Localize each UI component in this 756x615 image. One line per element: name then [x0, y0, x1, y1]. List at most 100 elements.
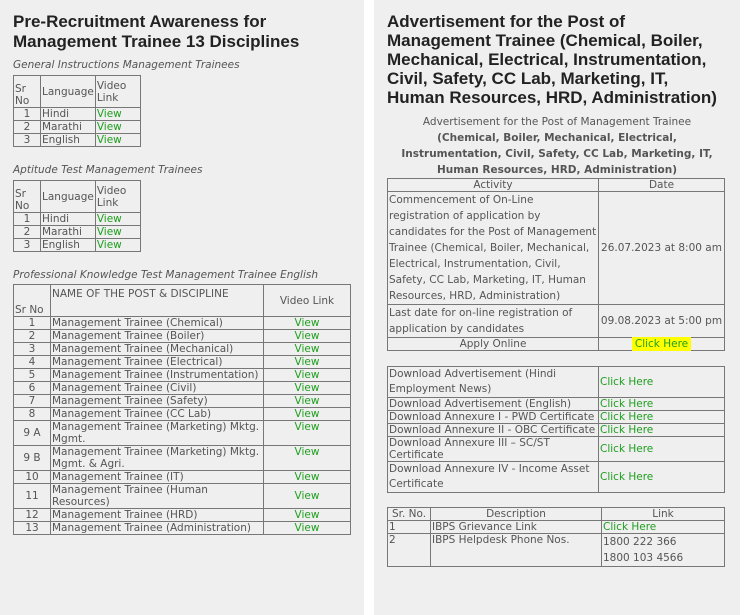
download-label: Download Advertisement (English)	[387, 397, 599, 411]
language-cell: Hindi	[40, 107, 96, 121]
download-label: Download Annexure I - PWD Certificate	[387, 410, 599, 424]
download-label: Download Advertisement (Hindi Employment…	[387, 366, 599, 398]
sr-cell: 3	[13, 133, 41, 147]
download-label: Download Annexure II - OBC Certificate	[387, 423, 599, 437]
view-link[interactable]: View	[263, 329, 351, 343]
table-row: 2 Marathi View	[13, 225, 142, 239]
download-link[interactable]: Click Here	[598, 461, 725, 493]
view-link[interactable]: View	[263, 342, 351, 356]
view-link[interactable]: View	[94, 238, 142, 252]
download-link[interactable]: Click Here	[598, 436, 725, 462]
description-cell: IBPS Helpdesk Phone Nos.	[430, 533, 602, 567]
view-link[interactable]: View	[263, 420, 351, 446]
grievance-table: Sr. No. Description Link 1 IBPS Grievanc…	[387, 507, 725, 567]
sr-cell: 7	[13, 394, 51, 408]
view-link[interactable]: View	[263, 508, 351, 522]
table-row: 7 Management Trainee (Safety) View	[13, 394, 351, 408]
downloads-table: Download Advertisement (Hindi Employment…	[387, 366, 725, 493]
sr-cell: 4	[13, 355, 51, 369]
view-link[interactable]: View	[94, 225, 142, 239]
left-page-title: Pre-Recruitment Awareness for Management…	[13, 12, 300, 51]
apply-online-link[interactable]: Click Here	[631, 337, 692, 351]
table-row: 1 Management Trainee (Chemical) View	[13, 316, 351, 330]
table-row: 3 English View	[13, 238, 142, 252]
view-link[interactable]: View	[263, 470, 351, 484]
header-language: Language	[40, 75, 96, 108]
phone-cell: 1800 222 366 1800 103 4566	[601, 533, 725, 567]
language-cell: English	[40, 238, 96, 252]
sr-cell: 2	[13, 120, 41, 134]
sr-cell: 1	[13, 212, 41, 226]
download-label: Download Annexure III – SC/ST Certificat…	[387, 436, 599, 462]
header-sr-no: Sr No	[13, 75, 41, 108]
header-sr-no: Sr No	[13, 284, 51, 317]
view-link[interactable]: View	[263, 394, 351, 408]
view-link[interactable]: View	[263, 368, 351, 382]
table-row: 10 Management Trainee (IT) View	[13, 470, 351, 484]
date-cell: 26.07.2023 at 8:00 am	[598, 191, 725, 305]
sr-cell: 3	[13, 342, 51, 356]
right-page-title: Advertisement for the Post of Management…	[387, 12, 717, 107]
sr-cell: 6	[13, 381, 51, 395]
download-label: Download Annexure IV - Income Asset Cert…	[387, 461, 599, 493]
download-link[interactable]: Click Here	[598, 397, 725, 411]
professional-table: Sr No NAME OF THE POST & DISCIPLINE Vide…	[13, 284, 351, 535]
general-table: Sr No Language Video Link 1 Hindi View 2 Ma…	[13, 75, 142, 147]
header-date: Date	[598, 178, 725, 192]
view-link[interactable]: View	[94, 107, 142, 121]
view-link[interactable]: View	[94, 212, 142, 226]
view-link[interactable]: View	[94, 133, 142, 147]
table-row: 9 A Management Trainee (Marketing) Mktg. …	[13, 420, 351, 446]
download-link[interactable]: Click Here	[598, 410, 725, 424]
schedule-caption-line2: (Chemical, Boiler, Mechanical, Electrica…	[401, 132, 713, 176]
post-name-cell: Management Trainee (CC Lab)	[50, 407, 264, 421]
sr-cell: 2	[13, 329, 51, 343]
table-row: 2 Marathi View	[13, 120, 142, 134]
view-link[interactable]: View	[263, 355, 351, 369]
download-link[interactable]: Click Here	[598, 423, 725, 437]
sr-cell: 2	[387, 533, 431, 567]
header-sr-no: Sr No	[13, 180, 41, 213]
download-link[interactable]: Click Here	[598, 366, 725, 398]
post-name-cell: Management Trainee (HRD)	[50, 508, 264, 522]
view-link[interactable]: View	[263, 316, 351, 330]
table-row: Last date for on-line registration of ap…	[387, 304, 725, 338]
view-link[interactable]: View	[263, 381, 351, 395]
table-row: Download Annexure IV - Income Asset Cert…	[387, 461, 725, 493]
description-cell: IBPS Grievance Link	[430, 520, 602, 534]
table-row: Commencement of On-Line registration of …	[387, 191, 725, 305]
schedule-table: Activity Date Commencement of On-Line re…	[387, 178, 725, 351]
table-row: Download Advertisement (Hindi Employment…	[387, 366, 725, 398]
schedule-caption-line1: Advertisement for the Post of Management…	[422, 116, 692, 128]
left-panel: Pre-Recruitment Awareness for Management…	[0, 0, 364, 615]
table-row: Download Annexure I - PWD Certificate Cli…	[387, 410, 725, 424]
view-link[interactable]: View	[263, 483, 351, 509]
table-row: 4 Management Trainee (Electrical) View	[13, 355, 351, 369]
post-name-cell: Management Trainee (Electrical)	[50, 355, 264, 369]
table-row: 12 Management Trainee (HRD) View	[13, 508, 351, 522]
post-name-cell: Management Trainee (Mechanical)	[50, 342, 264, 356]
post-name-cell: Management Trainee (Marketing) Mktg. Mgm…	[50, 445, 264, 471]
header-video-link: Video Link	[94, 75, 142, 108]
sr-cell: 2	[13, 225, 41, 239]
sr-cell: 3	[13, 238, 41, 252]
table-row: 1 IBPS Grievance Link Click Here	[387, 520, 725, 534]
post-name-cell: Management Trainee (Human Resources)	[50, 483, 264, 509]
language-cell: Hindi	[40, 212, 96, 226]
table-row: 1 Hindi View	[13, 107, 142, 121]
view-link[interactable]: View	[263, 445, 351, 471]
view-link[interactable]: View	[263, 407, 351, 421]
schedule-caption: Advertisement for the Post of Management…	[387, 114, 727, 178]
header-activity: Activity	[387, 178, 599, 192]
table-row: 11 Management Trainee (Human Resources) Vi…	[13, 483, 351, 509]
grievance-link[interactable]: Click Here	[601, 520, 725, 534]
apply-online-label: Apply Online	[387, 337, 599, 351]
table-row: 8 Management Trainee (CC Lab) View	[13, 407, 351, 421]
header-link: Link	[601, 507, 725, 521]
post-name-cell: Management Trainee (Boiler)	[50, 329, 264, 343]
post-name-cell: Management Trainee (Instrumentation)	[50, 368, 264, 382]
post-name-cell: Management Trainee (Marketing) Mktg. Mgm…	[50, 420, 264, 446]
view-link[interactable]: View	[94, 120, 142, 134]
view-link[interactable]: View	[263, 521, 351, 535]
helpdesk-phone-1: 1800 222 366	[603, 536, 677, 548]
